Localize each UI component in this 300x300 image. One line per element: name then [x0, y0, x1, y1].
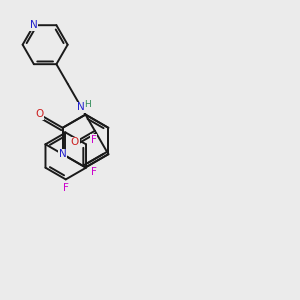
Text: O: O — [35, 109, 44, 119]
Text: N: N — [30, 20, 38, 30]
Text: N: N — [77, 102, 85, 112]
Text: H: H — [84, 100, 91, 109]
Text: O: O — [71, 137, 79, 147]
Text: F: F — [91, 167, 97, 177]
Text: N: N — [59, 149, 67, 159]
Text: F: F — [63, 183, 69, 194]
Text: F: F — [91, 135, 97, 145]
